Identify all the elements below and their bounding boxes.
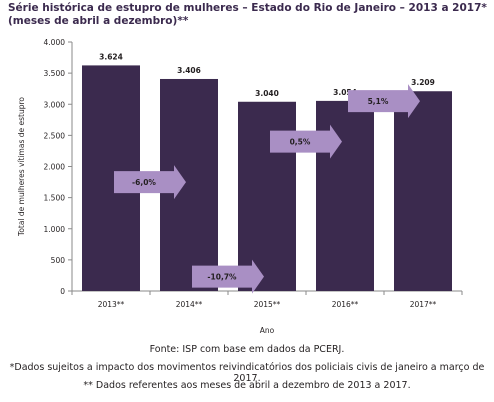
y-tick-label: 0 [60, 287, 65, 296]
bar-value-label: 3.406 [177, 66, 201, 75]
change-arrow-label: -10,7% [207, 273, 237, 282]
bar [238, 101, 296, 291]
y-tick-label: 3.500 [44, 69, 66, 78]
change-arrow [114, 165, 186, 200]
x-tick-label: 2016** [332, 300, 359, 309]
chart-title: Série histórica de estupro de mulheres –… [8, 2, 487, 27]
y-tick-label: 1.500 [44, 194, 66, 203]
change-arrow [270, 124, 342, 159]
change-arrow-label: 5,1% [368, 97, 389, 106]
x-tick-label: 2017** [410, 300, 437, 309]
footnote-2: ** Dados referentes aos meses de abril a… [83, 380, 411, 391]
y-axis-title: Total de mulheres vítimas de estupro [17, 97, 26, 237]
change-arrow-label: -6,0% [132, 178, 156, 187]
source-note: Fonte: ISP com base em dados da PCERJ. [149, 344, 345, 355]
bar [394, 91, 452, 291]
bar-value-label: 3.624 [99, 52, 123, 61]
change-arrow [192, 259, 264, 294]
y-tick-label: 4.000 [44, 38, 66, 47]
bar-value-label: 3.054 [333, 88, 357, 97]
footnote-1: *Dados sujeitos a impacto dos movimentos… [9, 362, 485, 384]
y-tick-label: 1.000 [44, 225, 66, 234]
x-tick-label: 2013** [98, 300, 125, 309]
y-tick-label: 2.500 [44, 131, 66, 140]
y-tick-label: 2.000 [44, 163, 66, 172]
change-arrow [348, 84, 420, 119]
x-axis-title: Ano [260, 326, 275, 335]
x-tick-label: 2015** [254, 300, 281, 309]
bar-value-label: 3.040 [255, 89, 279, 98]
change-arrow-label: 0,5% [290, 138, 311, 147]
bar-value-label: 3.209 [411, 78, 435, 87]
x-tick-label: 2014** [176, 300, 203, 309]
y-tick-label: 500 [51, 256, 66, 265]
bar [316, 100, 374, 292]
y-tick-label: 3.000 [44, 100, 66, 109]
